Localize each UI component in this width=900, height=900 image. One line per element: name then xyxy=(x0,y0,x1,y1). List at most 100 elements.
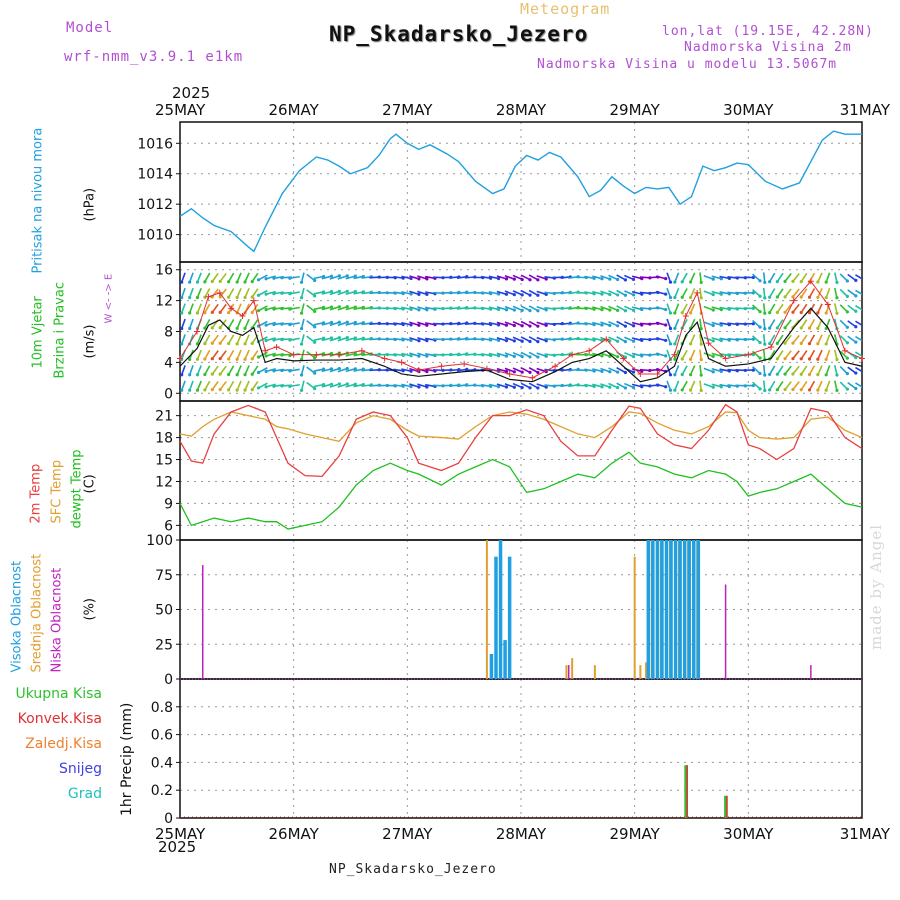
wind-arrow xyxy=(353,368,364,372)
wind-arrow xyxy=(631,275,642,280)
wind-arrow xyxy=(800,350,808,360)
wind-arrow xyxy=(265,306,276,311)
mid-cloud-bar xyxy=(485,540,488,679)
wind-arrow xyxy=(306,273,316,282)
wind-arrow-head xyxy=(783,341,787,345)
wind-arrow-head xyxy=(854,294,858,298)
wind-arrow xyxy=(752,288,761,297)
wind-arrow xyxy=(647,384,658,387)
wind-arrow xyxy=(792,365,800,375)
x-tick-label-bottom: 27MAY xyxy=(382,825,433,843)
wind-arrow-head xyxy=(623,386,628,390)
wind-arrow xyxy=(681,288,688,298)
wind-arrow-head xyxy=(673,342,677,346)
wind-arrow-head xyxy=(188,280,192,284)
wind-arrow-head xyxy=(235,326,239,330)
high-cloud-bar xyxy=(664,540,669,679)
footer-station: NP_Skadarsko_Jezero xyxy=(329,862,497,877)
wind-arrow xyxy=(592,368,603,373)
wind-arrow-head xyxy=(845,341,849,345)
wind-arrow-head xyxy=(417,339,421,343)
wind-arrow xyxy=(762,365,766,376)
wind-arrow xyxy=(313,275,324,280)
wind-arrow-head xyxy=(758,340,762,345)
wind-arrow xyxy=(800,272,808,283)
wind-arrow-head xyxy=(203,357,207,361)
wind-arrow-head xyxy=(799,310,803,315)
legend-freezing-rain: Zaledj.Kisa xyxy=(25,736,102,752)
wind-arrow xyxy=(204,349,211,360)
wind-arrow xyxy=(393,291,404,295)
wind-arrow xyxy=(689,303,696,314)
wind-arrow xyxy=(385,307,396,310)
wind-arrow xyxy=(353,321,364,326)
wind-arrow xyxy=(752,381,761,390)
wind-gust-line xyxy=(179,280,863,379)
wind-arrow xyxy=(792,381,800,390)
wind-arrow-head xyxy=(227,372,231,377)
x-tick-label-bottom: 31MAY xyxy=(840,825,891,843)
wind-arrow xyxy=(608,367,618,373)
wind-arrow xyxy=(488,306,499,311)
wind-arrow-head xyxy=(337,289,341,293)
wind-arrow xyxy=(699,380,702,391)
wind-arrow xyxy=(504,274,515,280)
wind-arrow xyxy=(536,352,547,357)
wind-arrow xyxy=(329,290,340,296)
wind-arrow xyxy=(762,287,766,298)
high-cloud-bar xyxy=(503,640,507,679)
wind-arrow xyxy=(337,383,348,388)
wind-arrow-head xyxy=(218,279,222,284)
wind-arrow xyxy=(624,290,634,296)
y-tick-label: 0.8 xyxy=(151,700,173,716)
wind-arrow xyxy=(512,336,523,342)
wind-arrow-head xyxy=(210,388,214,392)
model-label: Model xyxy=(66,20,114,36)
wind-arrow xyxy=(425,275,436,280)
wind-arrow xyxy=(337,336,348,342)
wind-arrow-head xyxy=(758,294,762,298)
wind-arrow xyxy=(560,368,571,372)
wind-arrow-head xyxy=(353,320,357,325)
y-tick-label: 1010 xyxy=(137,228,173,244)
wind-arrow xyxy=(631,337,642,342)
wind-arrow xyxy=(833,272,838,283)
wind-arrow-head xyxy=(600,292,604,296)
wind-arrow-head xyxy=(528,293,532,297)
x-tick-label-top: 31MAY xyxy=(840,101,891,119)
wind-arrow-head xyxy=(188,373,192,377)
wind-arrow xyxy=(409,383,420,388)
wind-arrow-head xyxy=(668,326,673,331)
wind-arrow-head xyxy=(807,388,812,392)
wind-arrow-head xyxy=(824,295,828,300)
wind-arrow xyxy=(719,383,730,388)
wind-arrow xyxy=(180,303,186,314)
wind-speed-line xyxy=(179,307,863,383)
wind-arrow xyxy=(520,367,531,374)
wind-arrow xyxy=(236,318,242,329)
wind-arrow xyxy=(496,337,507,342)
wind-arrow-head xyxy=(218,372,222,376)
wind-arrow-head xyxy=(243,357,247,361)
wind-arrow xyxy=(289,275,300,280)
x-tick-label-bottom: 29MAY xyxy=(610,825,661,843)
wind-arrow-head xyxy=(763,373,767,377)
wind-arrow-head xyxy=(600,385,604,389)
wind-arrow-head xyxy=(799,341,803,345)
wind-arrow xyxy=(361,337,372,341)
wind-arrow xyxy=(536,290,547,296)
y-tick-label: 18 xyxy=(155,431,173,447)
wind-arrow xyxy=(251,380,259,391)
wind-arrow xyxy=(353,337,364,342)
wind-arrow xyxy=(401,383,412,388)
wind-arrow-head xyxy=(799,372,803,376)
wind-arrow-head xyxy=(751,322,755,326)
wind-arrow xyxy=(417,275,428,280)
wind-arrows xyxy=(180,272,862,393)
wind-arrow-head xyxy=(250,372,254,376)
wind-arrow xyxy=(762,318,766,329)
wind-arrow-head xyxy=(699,327,703,331)
wind-arrow xyxy=(655,383,666,388)
wind-arrow xyxy=(647,307,658,310)
wind-arrow xyxy=(528,367,539,374)
